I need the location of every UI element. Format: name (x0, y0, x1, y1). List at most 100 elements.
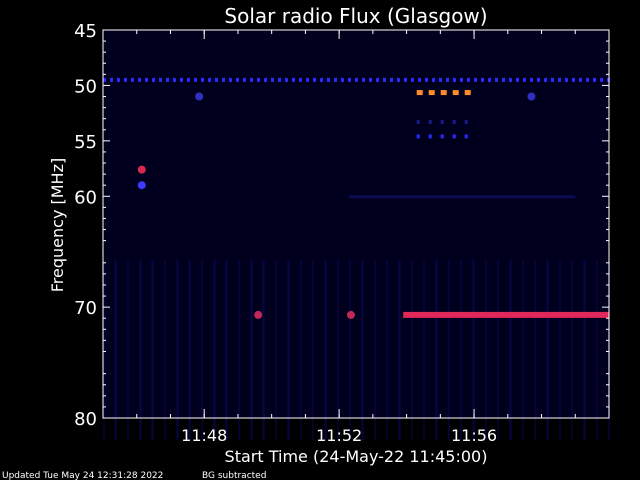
noise-strip (275, 260, 277, 440)
band-segment (464, 134, 468, 139)
band-segment (215, 77, 218, 82)
x-tick-label: 11:56 (451, 426, 497, 445)
noise-strip (485, 260, 487, 440)
band-segment (250, 77, 253, 82)
band-segment (452, 90, 459, 96)
noise-strip (534, 260, 536, 440)
noise-strip (238, 260, 240, 440)
y-axis-ticks: 45 50 55 60 70 80 (74, 21, 609, 430)
plot-background (103, 30, 609, 418)
noise-strip (114, 260, 116, 440)
band-segment (428, 90, 435, 96)
burst-spot (527, 92, 536, 101)
noise-strip (324, 260, 326, 440)
noise-strip (188, 260, 190, 440)
band-segment (579, 77, 582, 82)
band-segment (432, 77, 435, 82)
burst-spot (254, 310, 263, 319)
y-tick-label: 55 (74, 132, 97, 153)
band-segment (418, 77, 421, 82)
noise-strip (423, 260, 425, 440)
burst-spot (195, 92, 204, 101)
band-segment (159, 77, 162, 82)
band-segment (180, 77, 183, 82)
noise-strip (522, 260, 524, 440)
band-segment (481, 77, 484, 82)
noise-strip (151, 260, 153, 440)
band-segment (474, 77, 477, 82)
y-tick-label: 60 (74, 187, 97, 208)
noise-strip (546, 260, 548, 440)
band-segment (138, 77, 141, 82)
band-segment (334, 77, 337, 82)
band-segment (264, 77, 267, 82)
burst-spot (137, 165, 146, 174)
band-segment (509, 77, 512, 82)
band-segment (488, 77, 491, 82)
noise-strip (287, 260, 289, 440)
y-tick-label: 80 (74, 409, 97, 430)
band-segment (299, 77, 302, 82)
band-segment (572, 77, 575, 82)
y-tick-label: 50 (74, 76, 97, 97)
band-segment (397, 77, 400, 82)
band-segment (460, 77, 463, 82)
band-segment (110, 77, 113, 82)
y-axis-label: Frequency [MHz] (48, 158, 67, 292)
band-segment (495, 77, 498, 82)
band-segment (201, 77, 204, 82)
noise-strip (386, 260, 388, 440)
band-segment (452, 134, 456, 139)
band-segment (452, 120, 456, 125)
band-segment (416, 120, 420, 125)
band-segment (446, 77, 449, 82)
band-line (403, 311, 609, 318)
band-segment (390, 77, 393, 82)
band-segment (440, 90, 447, 96)
noise-strip (337, 260, 339, 440)
band-segment (428, 134, 432, 139)
noise-strip (435, 260, 437, 440)
band-segment (320, 77, 323, 82)
y-tick-label: 70 (74, 298, 97, 319)
band-segment (103, 77, 106, 82)
noise-strip (349, 260, 351, 440)
band-segment (145, 77, 148, 82)
band-segment (593, 77, 596, 82)
band-segment (152, 77, 155, 82)
band-segment (600, 77, 603, 82)
burst-spot (346, 310, 355, 319)
plot-frame (102, 29, 610, 419)
band-segment (416, 90, 423, 96)
band-segment (257, 77, 260, 82)
noise-strip (411, 260, 413, 440)
band-segment (411, 77, 414, 82)
band-segment (348, 77, 351, 82)
band-segment (124, 77, 127, 82)
noise-strip (262, 260, 264, 440)
band-segment (586, 77, 589, 82)
noise-strip (361, 260, 363, 440)
band-segment (173, 77, 176, 82)
band-segment (464, 90, 471, 96)
band-segment (383, 77, 386, 82)
y-tick-label: 45 (74, 21, 97, 42)
noise-strip (398, 260, 400, 440)
band-segment (355, 77, 358, 82)
band-segment (425, 77, 428, 82)
noise-strip (139, 260, 141, 440)
band-segment (530, 77, 533, 82)
noise-strip (213, 260, 215, 440)
x-tick-label: 11:52 (316, 426, 362, 445)
noise-strip (509, 260, 511, 440)
noise-strip (559, 260, 561, 440)
x-tick-label: 11:48 (181, 426, 227, 445)
band-segment (131, 77, 134, 82)
band-segment (537, 77, 540, 82)
band-segment (467, 77, 470, 82)
x-axis-label: Start Time (24-May-22 11:45:00) (225, 447, 488, 466)
band-segment (453, 77, 456, 82)
band-segment (166, 77, 169, 82)
noise-strip (583, 260, 585, 440)
noise-strip (460, 260, 462, 440)
